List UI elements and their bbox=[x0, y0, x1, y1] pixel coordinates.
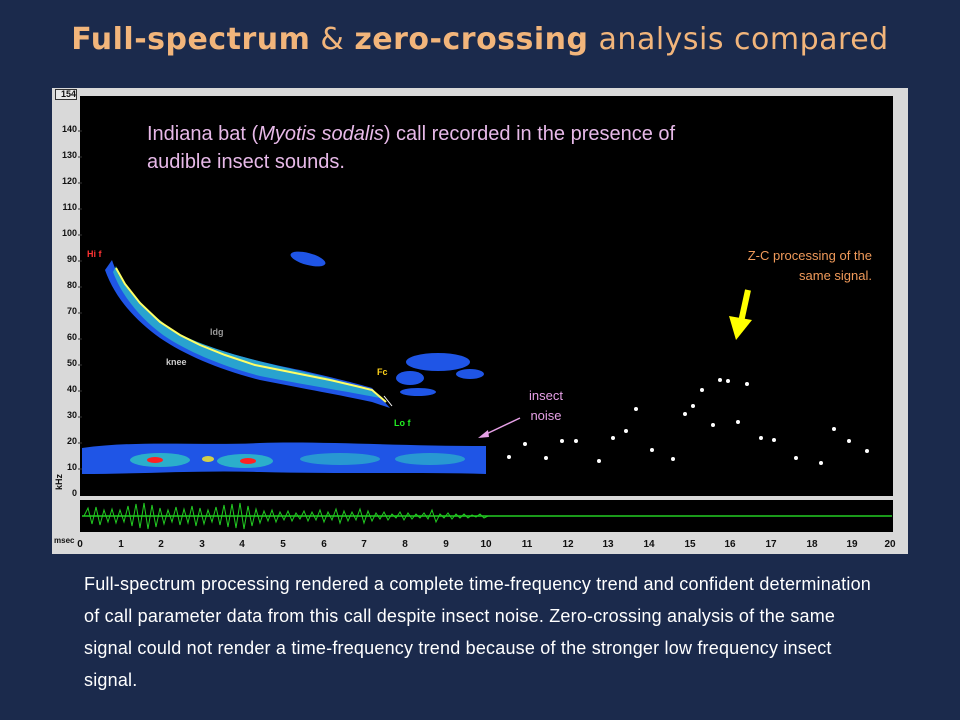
insect-noise-arrow bbox=[478, 417, 521, 438]
call-trend-line bbox=[115, 267, 387, 403]
x-axis-unit: msec bbox=[54, 536, 75, 545]
title-zero-crossing: zero-crossing bbox=[354, 22, 589, 57]
x-tick: 16 bbox=[724, 539, 736, 550]
y-tick: 40 bbox=[66, 384, 77, 394]
species-name: Myotis sodalis bbox=[258, 123, 384, 145]
x-tick: 19 bbox=[846, 539, 858, 550]
x-tick: 4 bbox=[239, 539, 245, 550]
label-hi-f: Hi f bbox=[87, 249, 102, 259]
insect-noise-annotation: insect noise bbox=[506, 386, 586, 426]
x-tick: 15 bbox=[684, 539, 696, 550]
y-tick: 120 bbox=[61, 176, 77, 186]
x-tick: 7 bbox=[361, 539, 367, 550]
y-tick: 10 bbox=[66, 462, 77, 472]
x-tick: 11 bbox=[521, 539, 533, 550]
insect-label-line2: noise bbox=[530, 408, 562, 423]
x-tick: 13 bbox=[602, 539, 614, 550]
zc-annotation-line2: same signal. bbox=[799, 268, 872, 283]
y-tick: 30 bbox=[66, 410, 77, 420]
insect-noise-band bbox=[82, 442, 486, 474]
y-tick: 100 bbox=[61, 228, 77, 238]
y-tick: 70 bbox=[66, 306, 77, 316]
y-tick: 140 bbox=[61, 124, 77, 134]
y-tick: 110 bbox=[62, 202, 77, 212]
y-tick: 60 bbox=[66, 332, 77, 342]
y-tick: 20 bbox=[66, 436, 77, 446]
y-tick: 50 bbox=[66, 358, 77, 368]
x-tick: 9 bbox=[443, 539, 449, 550]
x-tick: 20 bbox=[884, 539, 896, 550]
x-tick: 12 bbox=[562, 539, 574, 550]
x-tick: 2 bbox=[158, 539, 164, 550]
title-rest: analysis compared bbox=[588, 22, 889, 57]
x-tick: 14 bbox=[643, 539, 655, 550]
caption-text: Full-spectrum processing rendered a comp… bbox=[84, 574, 872, 690]
zc-pointer-arrow bbox=[729, 289, 752, 340]
y-tick: 130 bbox=[61, 150, 77, 160]
slide-title: Full-spectrum & zero-crossing analysis c… bbox=[0, 22, 960, 57]
y-tick: 80 bbox=[66, 280, 77, 290]
zc-annotation-line1: Z-C processing of the bbox=[747, 248, 872, 263]
zc-dots bbox=[507, 378, 869, 465]
call-spectrogram bbox=[105, 251, 484, 408]
x-tick: 1 bbox=[118, 539, 124, 550]
x-tick: 0 bbox=[77, 539, 83, 550]
x-tick: 5 bbox=[280, 539, 286, 550]
label-ldg: ldg bbox=[210, 327, 224, 337]
annotation-post: ) call recorded in the presence of audib… bbox=[147, 123, 676, 173]
title-ampersand: & bbox=[310, 22, 355, 57]
y-tick-marks bbox=[78, 130, 82, 470]
x-tick: 18 bbox=[806, 539, 818, 550]
label-knee: knee bbox=[166, 357, 187, 367]
label-lo-f: Lo f bbox=[394, 418, 411, 428]
waveform-trace bbox=[83, 502, 489, 530]
recording-annotation: Indiana bat (Myotis sodalis) call record… bbox=[147, 120, 687, 176]
y-tick-top: 154 bbox=[55, 89, 77, 100]
label-fc: Fc bbox=[377, 367, 388, 377]
x-tick: 6 bbox=[321, 539, 327, 550]
x-tick: 10 bbox=[480, 539, 492, 550]
y-tick: 0 bbox=[71, 488, 77, 498]
x-tick: 3 bbox=[199, 539, 205, 550]
insect-label-line1: insect bbox=[529, 388, 563, 403]
spectrogram-plot-area bbox=[80, 96, 893, 496]
annotation-pre: Indiana bat ( bbox=[147, 123, 259, 145]
x-tick: 8 bbox=[402, 539, 408, 550]
title-full-spectrum: Full-spectrum bbox=[71, 22, 311, 57]
y-tick: 90 bbox=[66, 254, 77, 264]
x-tick: 17 bbox=[765, 539, 777, 550]
zc-annotation: Z-C processing of the same signal. bbox=[640, 246, 872, 286]
